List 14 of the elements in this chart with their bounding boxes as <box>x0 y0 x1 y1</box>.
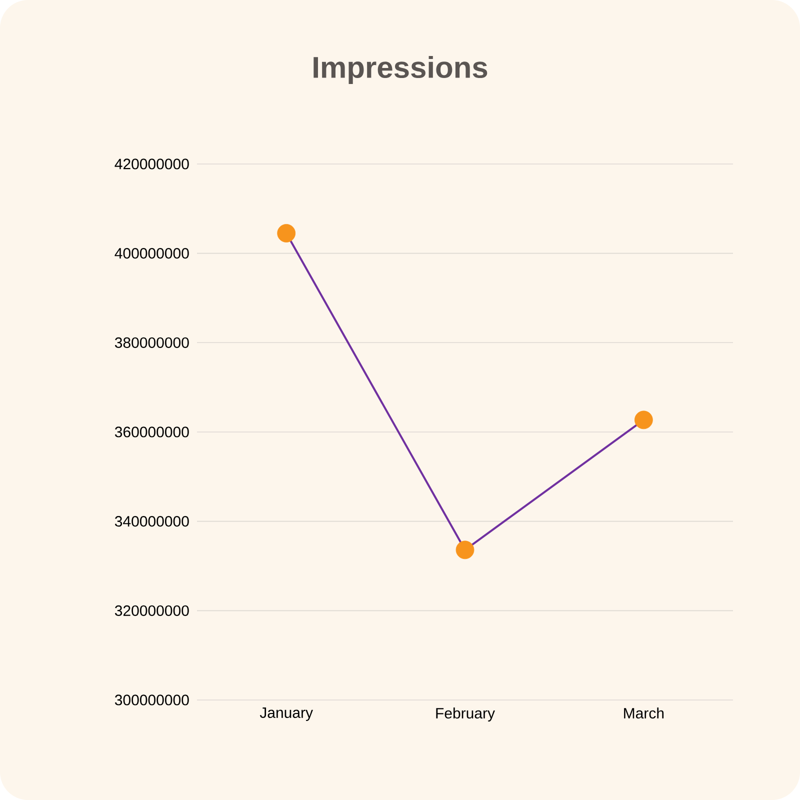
x-tick-label: March <box>624 708 664 719</box>
y-tick-label: 300000000 <box>114 694 189 706</box>
y-tick-label: 420000000 <box>114 158 189 170</box>
x-tick-label: February <box>436 708 495 722</box>
y-tick-label: 320000000 <box>114 605 189 616</box>
y-tick-label: 360000000 <box>114 426 189 438</box>
point <box>456 540 474 560</box>
y-tick-label: 380000000 <box>114 337 189 348</box>
point <box>634 410 653 430</box>
x-tick-label: January <box>260 708 313 721</box>
y-tick-label: 400000000 <box>114 248 189 259</box>
point <box>277 224 296 242</box>
y-tick-label: 340000000 <box>114 516 189 527</box>
chart-title: Impressions <box>314 56 488 84</box>
